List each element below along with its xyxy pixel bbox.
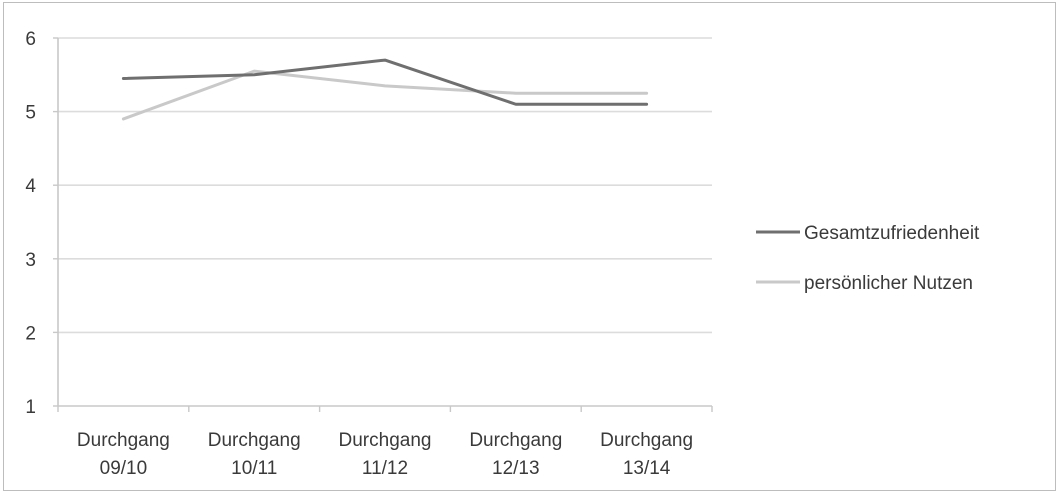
x-tick-label: Durchgang 13/14 — [600, 430, 693, 479]
x-tick-label-line: 12/13 — [492, 458, 540, 479]
y-tick-labels: 1 2 3 4 5 6 — [25, 29, 36, 418]
x-tick-label: Durchgang 09/10 — [77, 430, 170, 479]
x-tick-label-line: 13/14 — [623, 458, 671, 479]
x-tick-label-line: Durchgang — [77, 430, 170, 451]
x-tick-label-line: Durchgang — [208, 430, 301, 451]
x-tick-label-line: 10/11 — [231, 458, 277, 479]
x-tick-label-line: Durchgang — [339, 430, 432, 451]
x-tick-label: Durchgang 11/12 — [339, 430, 432, 479]
y-tick-label: 4 — [25, 176, 36, 197]
series-line-gesamtzufriedenheit — [121, 58, 649, 106]
axes — [53, 37, 713, 412]
series-lines — [121, 58, 649, 121]
legend-label: persönlicher Nutzen — [804, 273, 973, 294]
x-tick-label: Durchgang 10/11 — [208, 430, 301, 479]
y-tick-label: 3 — [25, 250, 36, 271]
y-tick-label: 2 — [25, 323, 36, 344]
x-tick-label-line: Durchgang — [469, 430, 562, 451]
x-tick-labels: Durchgang 09/10 Durchgang 10/11 Durchgang 11/… — [77, 430, 693, 479]
x-tick-label-line: 09/10 — [100, 458, 148, 479]
y-tick-label: 6 — [25, 29, 36, 50]
x-tick-label-line: Durchgang — [600, 430, 693, 451]
gridlines — [58, 37, 712, 334]
legend: Gesamtzufriedenheit persönlicher Nutzen — [756, 223, 980, 294]
x-tick-label: Durchgang 12/13 — [469, 430, 562, 479]
y-tick-label: 1 — [25, 397, 36, 418]
legend-label: Gesamtzufriedenheit — [804, 223, 980, 244]
series-line-persoenlicher-nutzen — [121, 69, 649, 121]
y-tick-label: 5 — [25, 103, 36, 124]
x-tick-label-line: 11/12 — [362, 458, 408, 479]
